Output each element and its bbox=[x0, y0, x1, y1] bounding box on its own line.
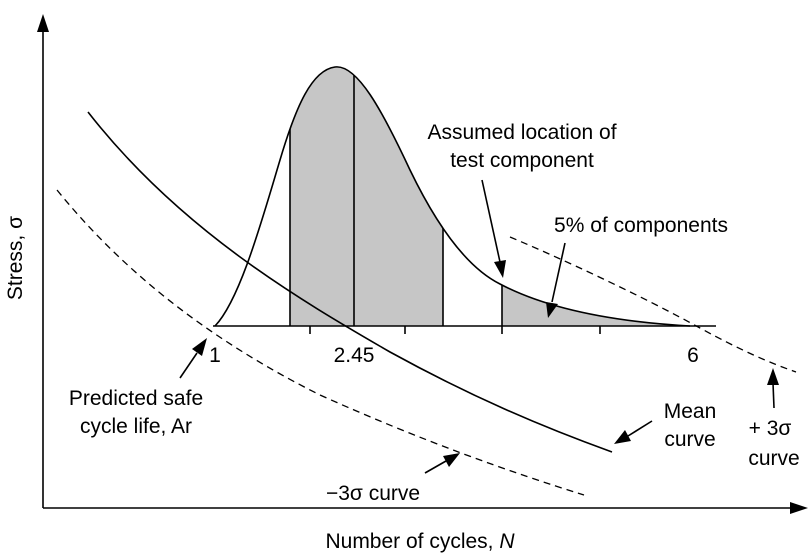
mean-curve-arrowhead bbox=[614, 430, 631, 444]
plus-3-sigma-label-line1: + 3σ bbox=[749, 417, 792, 440]
minus-3-sigma-curve bbox=[56, 189, 585, 496]
five-percent-label: 5% of components bbox=[554, 214, 728, 237]
assumed-location-arrowhead bbox=[494, 260, 506, 278]
y-axis-arrowhead bbox=[37, 14, 49, 32]
five-percent-arrowhead bbox=[546, 302, 558, 318]
five-percent-arrow bbox=[551, 242, 566, 303]
assumed-location-arrow bbox=[481, 179, 501, 263]
shaded-tail-region bbox=[502, 66, 690, 327]
mean-curve-arrow bbox=[627, 420, 653, 437]
predicted-life-arrow bbox=[179, 352, 198, 379]
baseline-ticks bbox=[309, 326, 601, 334]
mean-curve bbox=[87, 111, 613, 453]
mean-curve-label-line1: Mean bbox=[664, 400, 717, 423]
x-axis-arrowhead bbox=[790, 502, 808, 514]
x-axis-label: Number of cycles, N bbox=[325, 530, 515, 553]
shaded-central-region bbox=[290, 66, 443, 327]
minus-3-sigma-arrowhead bbox=[443, 453, 460, 467]
plus-3-sigma-arrow bbox=[772, 382, 775, 409]
tick-label-6: 6 bbox=[687, 344, 699, 367]
distribution-curve bbox=[214, 66, 691, 327]
assumed-location-label-line1: Assumed location of bbox=[427, 121, 616, 144]
x-axis-label-variable: N bbox=[499, 530, 515, 553]
tick-label-1: 1 bbox=[209, 344, 221, 367]
assumed-location-label-line2: test component bbox=[450, 149, 594, 172]
mean-curve-label-line2: curve bbox=[664, 428, 715, 451]
plus-3-sigma-arrowhead bbox=[767, 368, 779, 385]
y-axis-label: Stress, σ bbox=[4, 216, 27, 300]
predicted-life-label-line1: Predicted safe bbox=[69, 387, 203, 410]
plus-3-sigma-curve bbox=[509, 236, 797, 373]
tick-label-2-45: 2.45 bbox=[334, 344, 375, 367]
minus-3-sigma-arrow bbox=[424, 460, 447, 474]
shaded-regions bbox=[290, 66, 690, 327]
minus-3-sigma-label: −3σ curve bbox=[326, 482, 420, 505]
predicted-life-label-line2: cycle life, Ar bbox=[80, 415, 192, 438]
x-axis-label-text: Number of cycles, bbox=[325, 530, 499, 553]
plus-3-sigma-label-line2: curve bbox=[748, 447, 799, 470]
predicted-life-arrowhead bbox=[192, 338, 207, 356]
